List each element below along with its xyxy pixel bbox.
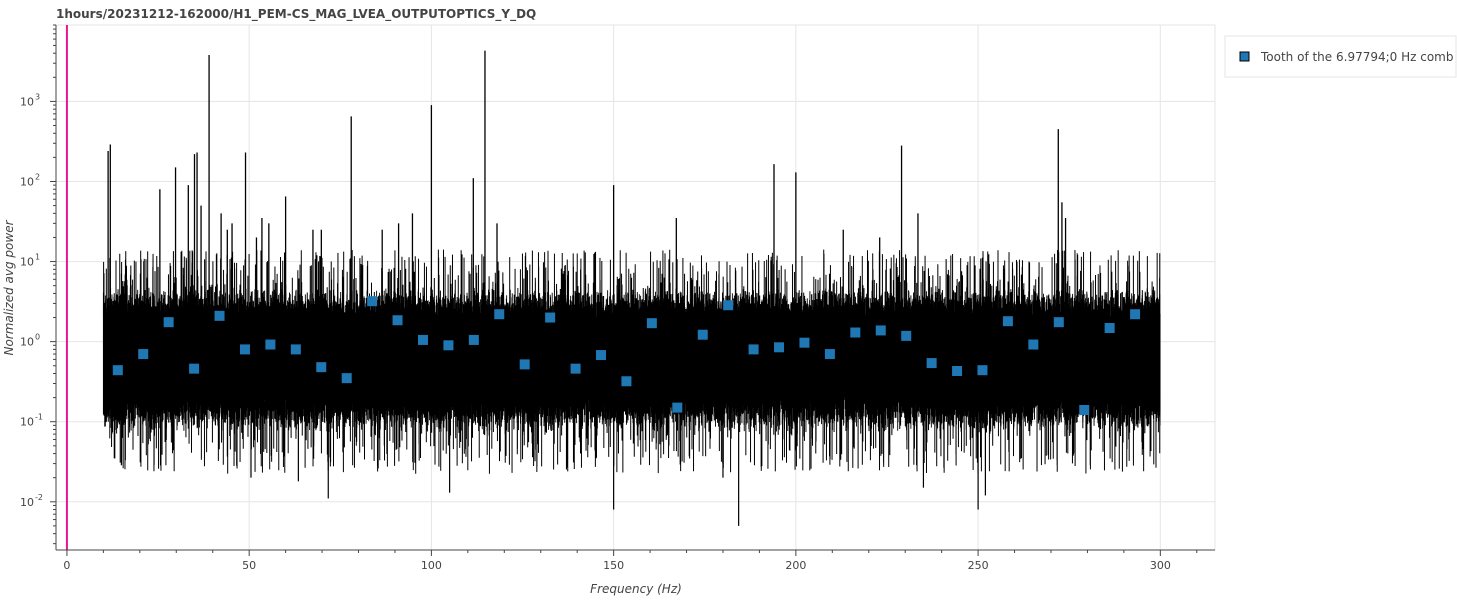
comb-tooth-point[interactable] <box>850 327 861 338</box>
x-tick-label: 100 <box>421 559 442 572</box>
comb-tooth-point[interactable] <box>723 300 734 311</box>
comb-tooth-point[interactable] <box>1130 309 1141 320</box>
comb-tooth-point[interactable] <box>214 310 225 321</box>
y-tick-label: 10 <box>20 256 34 269</box>
comb-tooth-point[interactable] <box>519 359 530 370</box>
legend: Tooth of the 6.97794;0 Hz comb <box>1224 35 1457 78</box>
legend-label: Tooth of the 6.97794;0 Hz comb <box>1260 50 1454 64</box>
comb-tooth-point[interactable] <box>290 344 301 355</box>
comb-tooth-point[interactable] <box>112 365 123 376</box>
comb-tooth-point[interactable] <box>1028 339 1039 350</box>
legend-swatch <box>1239 51 1250 62</box>
y-axis-label: Normalized avg power <box>2 219 16 355</box>
comb-tooth-point[interactable] <box>163 317 174 328</box>
x-tick-label: 150 <box>603 559 624 572</box>
x-tick-label: 250 <box>968 559 989 572</box>
comb-tooth-point[interactable] <box>545 312 556 323</box>
comb-tooth-point[interactable] <box>596 350 607 361</box>
x-tick-label: 300 <box>1150 559 1171 572</box>
comb-tooth-point[interactable] <box>952 365 963 376</box>
comb-tooth-point[interactable] <box>799 337 810 348</box>
comb-tooth-point[interactable] <box>189 363 200 374</box>
comb-tooth-point[interactable] <box>977 365 988 376</box>
comb-tooth-point[interactable] <box>138 349 149 360</box>
comb-tooth-point[interactable] <box>1104 323 1115 334</box>
comb-tooth-point[interactable] <box>417 334 428 345</box>
comb-tooth-point[interactable] <box>392 315 403 326</box>
comb-tooth-point[interactable] <box>646 318 657 329</box>
comb-tooth-point[interactable] <box>774 342 785 353</box>
y-tick-exponent: -2 <box>35 493 43 502</box>
comb-tooth-point[interactable] <box>468 334 479 345</box>
comb-tooth-point[interactable] <box>1002 316 1013 327</box>
comb-tooth-point[interactable] <box>672 402 683 413</box>
y-tick-exponent: -1 <box>35 413 43 422</box>
y-tick-label: 10 <box>20 416 34 429</box>
comb-tooth-point[interactable] <box>367 296 378 307</box>
comb-tooth-point[interactable] <box>697 329 708 340</box>
comb-tooth-point[interactable] <box>1053 317 1064 328</box>
x-tick-label: 0 <box>63 559 70 572</box>
comb-tooth-point[interactable] <box>1079 405 1090 416</box>
comb-tooth-points <box>112 296 1141 416</box>
comb-tooth-point[interactable] <box>494 309 505 320</box>
legend-box <box>1224 35 1457 78</box>
comb-tooth-point[interactable] <box>901 330 912 341</box>
x-tick-label: 200 <box>785 559 806 572</box>
comb-tooth-point[interactable] <box>341 373 352 384</box>
spectrum-fluctuations <box>102 249 1161 474</box>
comb-tooth-point[interactable] <box>570 363 581 374</box>
comb-tooth-point[interactable] <box>926 358 937 369</box>
comb-tooth-point[interactable] <box>239 344 250 355</box>
comb-tooth-point[interactable] <box>443 340 454 351</box>
x-axis-label: Frequency (Hz) <box>590 582 682 596</box>
comb-tooth-point[interactable] <box>265 339 276 350</box>
y-tick-exponent: 0 <box>35 333 40 342</box>
comb-tooth-point[interactable] <box>316 362 327 373</box>
x-tick-label: 50 <box>242 559 256 572</box>
comb-tooth-point[interactable] <box>875 325 886 336</box>
y-tick-label: 10 <box>20 175 34 188</box>
comb-tooth-point[interactable] <box>824 349 835 360</box>
y-tick-label: 10 <box>20 95 34 108</box>
comb-tooth-point[interactable] <box>748 344 759 355</box>
y-tick-label: 10 <box>20 496 34 509</box>
y-tick-exponent: 1 <box>35 253 40 262</box>
chart-title: 1hours/20231212-162000/H1_PEM-CS_MAG_LVE… <box>56 7 536 22</box>
y-tick-exponent: 3 <box>35 92 40 101</box>
y-tick-exponent: 2 <box>35 172 40 181</box>
y-tick-label: 10 <box>20 336 34 349</box>
spectrum-trace <box>102 50 1161 526</box>
comb-tooth-point[interactable] <box>621 376 632 387</box>
